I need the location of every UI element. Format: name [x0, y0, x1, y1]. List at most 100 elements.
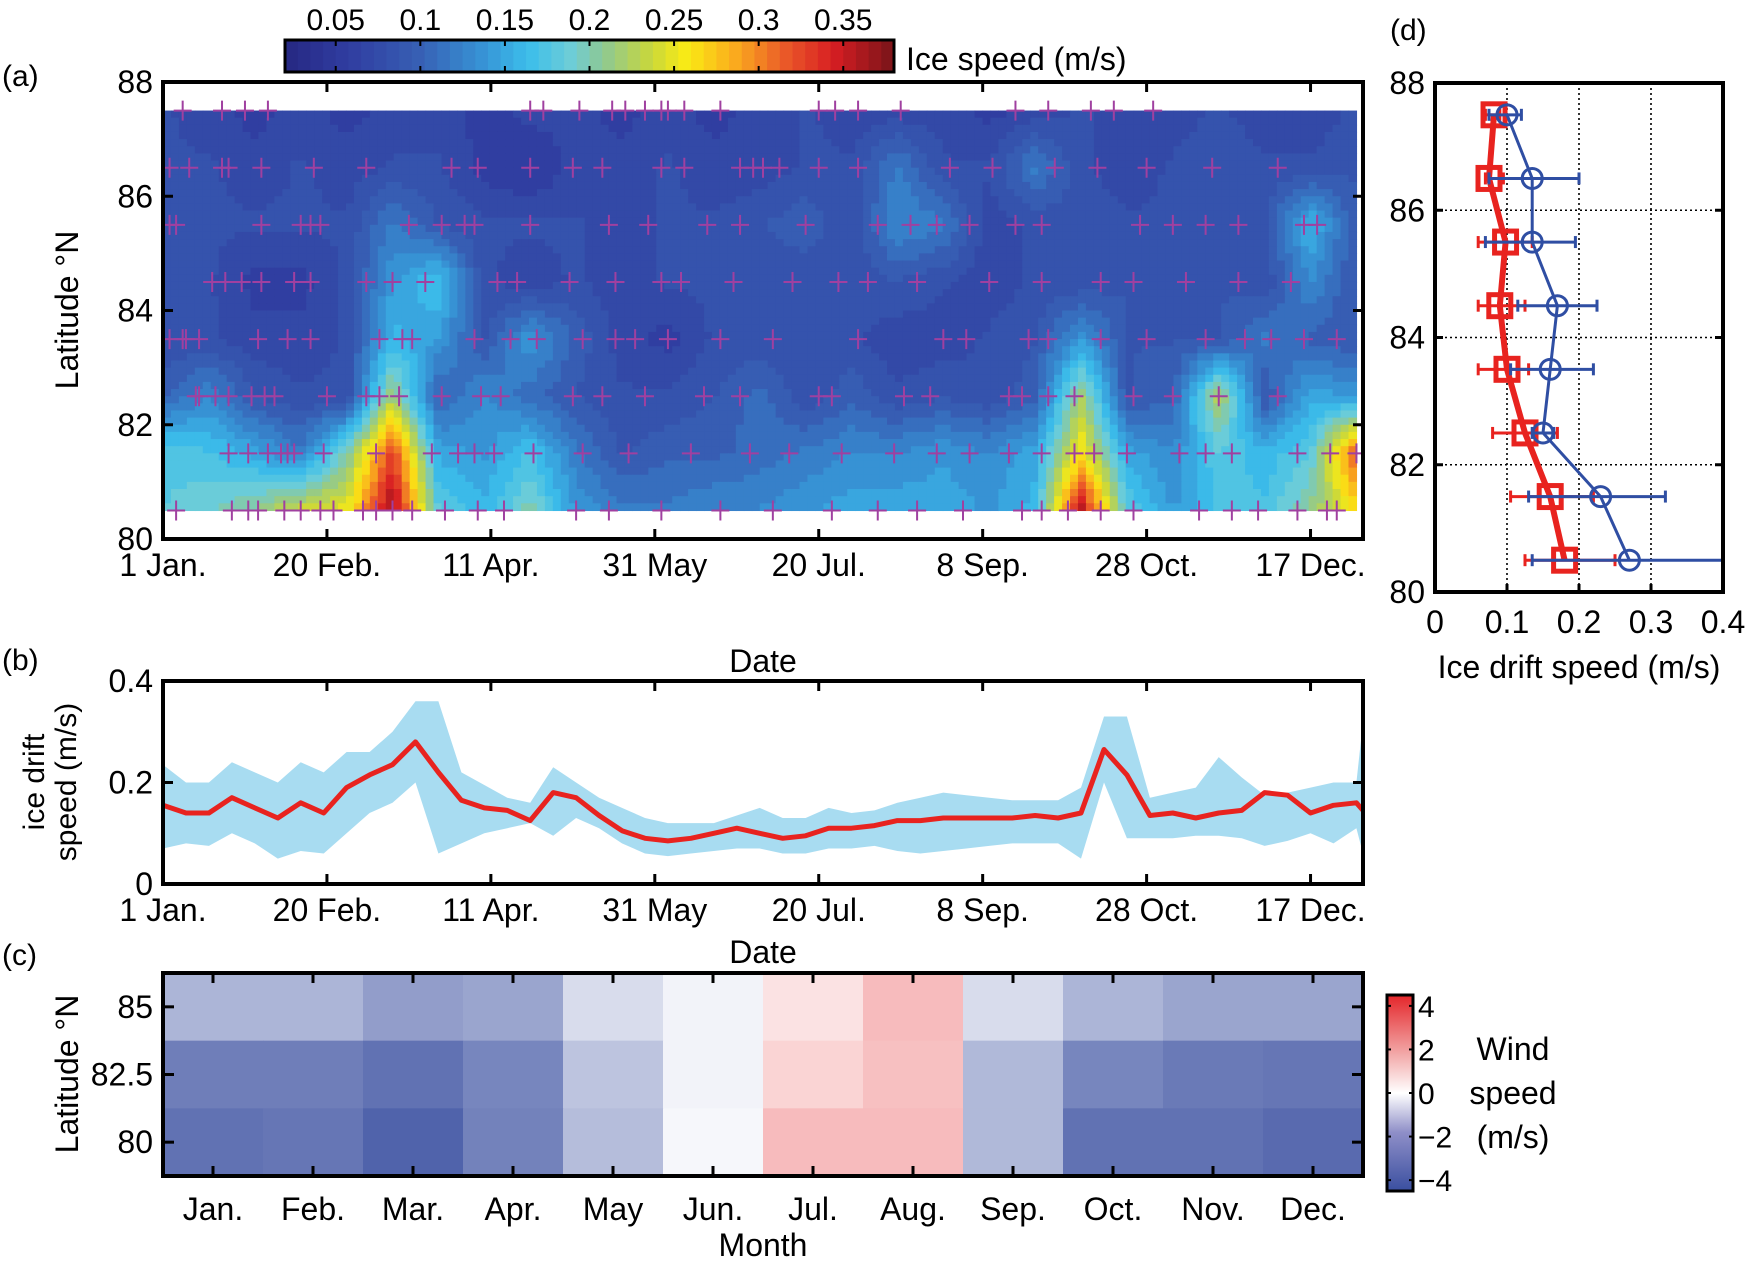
contour-cell — [950, 267, 960, 276]
contour-cell — [1141, 110, 1151, 119]
contour-cell — [616, 281, 626, 290]
contour-cell — [481, 181, 490, 190]
contour-cell — [998, 260, 1007, 269]
contour-cell — [680, 239, 689, 247]
contour-cell — [719, 160, 729, 169]
contour-cell — [178, 131, 188, 140]
contour-cell — [632, 174, 641, 183]
contour-cell — [719, 167, 729, 176]
contour-cell — [1006, 203, 1015, 212]
contour-cell — [568, 189, 578, 197]
contour-cell — [711, 289, 721, 297]
contour-cell — [401, 260, 411, 269]
contour-cell — [918, 181, 928, 190]
contour-cell — [385, 181, 395, 190]
contour-cell — [584, 239, 594, 247]
contour-cell — [1062, 296, 1071, 304]
contour-cell — [783, 146, 793, 155]
contour-cell — [163, 224, 172, 233]
contour-cell — [751, 296, 761, 304]
contour-cell — [1332, 117, 1342, 126]
contour-cell — [1141, 189, 1151, 197]
contour-cell — [1101, 324, 1111, 333]
contour-cell — [1197, 203, 1206, 212]
contour-cell — [298, 310, 307, 319]
contour-cell — [1332, 160, 1342, 169]
contour-cell — [719, 203, 729, 212]
contour-cell — [990, 331, 1000, 340]
contour-cell — [640, 239, 649, 247]
contour-cell — [1189, 331, 1198, 340]
contour-cell — [441, 181, 451, 190]
contour-cell — [1237, 217, 1246, 226]
contour-cell — [1149, 317, 1159, 326]
contour-cell — [894, 310, 904, 319]
contour-cell — [910, 303, 920, 312]
contour-cell — [314, 296, 323, 304]
contour-cell — [815, 296, 824, 304]
contour-cell — [1276, 146, 1286, 155]
contour-cell — [1173, 110, 1183, 119]
contour-cell — [465, 239, 474, 247]
contour-cell — [624, 239, 634, 247]
contour-cell — [902, 246, 912, 254]
contour-cell — [234, 210, 244, 219]
contour-cell — [1237, 160, 1246, 169]
contour-cell — [1157, 274, 1167, 283]
contour-cell — [274, 181, 283, 190]
contour-cell — [1046, 217, 1055, 226]
contour-cell — [982, 124, 992, 133]
contour-cell — [1284, 210, 1294, 219]
contour-cell — [202, 153, 212, 162]
contour-cell — [369, 246, 379, 254]
contour-cell — [759, 217, 769, 226]
contour-cell — [1340, 331, 1350, 340]
contour-cell — [759, 239, 769, 247]
contour-cell — [1245, 217, 1254, 226]
contour-cell — [242, 267, 252, 276]
contour-cell — [361, 260, 371, 269]
contour-cell — [234, 239, 244, 247]
contour-cell — [1284, 310, 1294, 319]
contour-cell — [1133, 281, 1143, 290]
contour-cell — [1324, 146, 1334, 155]
contour-cell — [974, 289, 984, 297]
contour-cell — [1276, 274, 1286, 283]
contour-cell — [322, 324, 331, 333]
contour-cell — [1125, 296, 1135, 304]
contour-cell — [1292, 131, 1302, 140]
contour-cell — [743, 274, 753, 283]
contour-cell — [457, 210, 466, 219]
contour-cell — [719, 239, 729, 247]
contour-cell — [1332, 231, 1342, 240]
contour-cell — [1197, 224, 1206, 233]
contour-cell — [1149, 231, 1159, 240]
contour-cell — [990, 267, 1000, 276]
contour-cell — [1253, 274, 1262, 283]
contour-cell — [902, 203, 912, 212]
colorbar-segment — [513, 40, 527, 72]
contour-cell — [1197, 289, 1206, 297]
contour-cell — [600, 239, 610, 247]
contour-cell — [234, 174, 244, 183]
contour-cell — [1332, 203, 1342, 212]
contour-cell — [1237, 260, 1246, 269]
contour-cell — [902, 224, 912, 233]
contour-cell — [799, 253, 809, 262]
contour-cell — [648, 231, 657, 240]
contour-cell — [751, 339, 761, 347]
contour-cell — [688, 189, 697, 197]
contour-cell — [489, 217, 498, 226]
contour-cell — [1332, 260, 1342, 269]
contour-cell — [258, 339, 268, 347]
contour-cell — [290, 153, 299, 162]
contour-cell — [178, 310, 188, 319]
contour-cell — [290, 339, 299, 347]
contour-cell — [998, 274, 1007, 283]
contour-cell — [234, 296, 244, 304]
contour-cell — [902, 146, 912, 155]
contour-cell — [894, 153, 904, 162]
contour-cell — [672, 289, 681, 297]
contour-cell — [926, 224, 936, 233]
contour-cell — [1292, 203, 1302, 212]
